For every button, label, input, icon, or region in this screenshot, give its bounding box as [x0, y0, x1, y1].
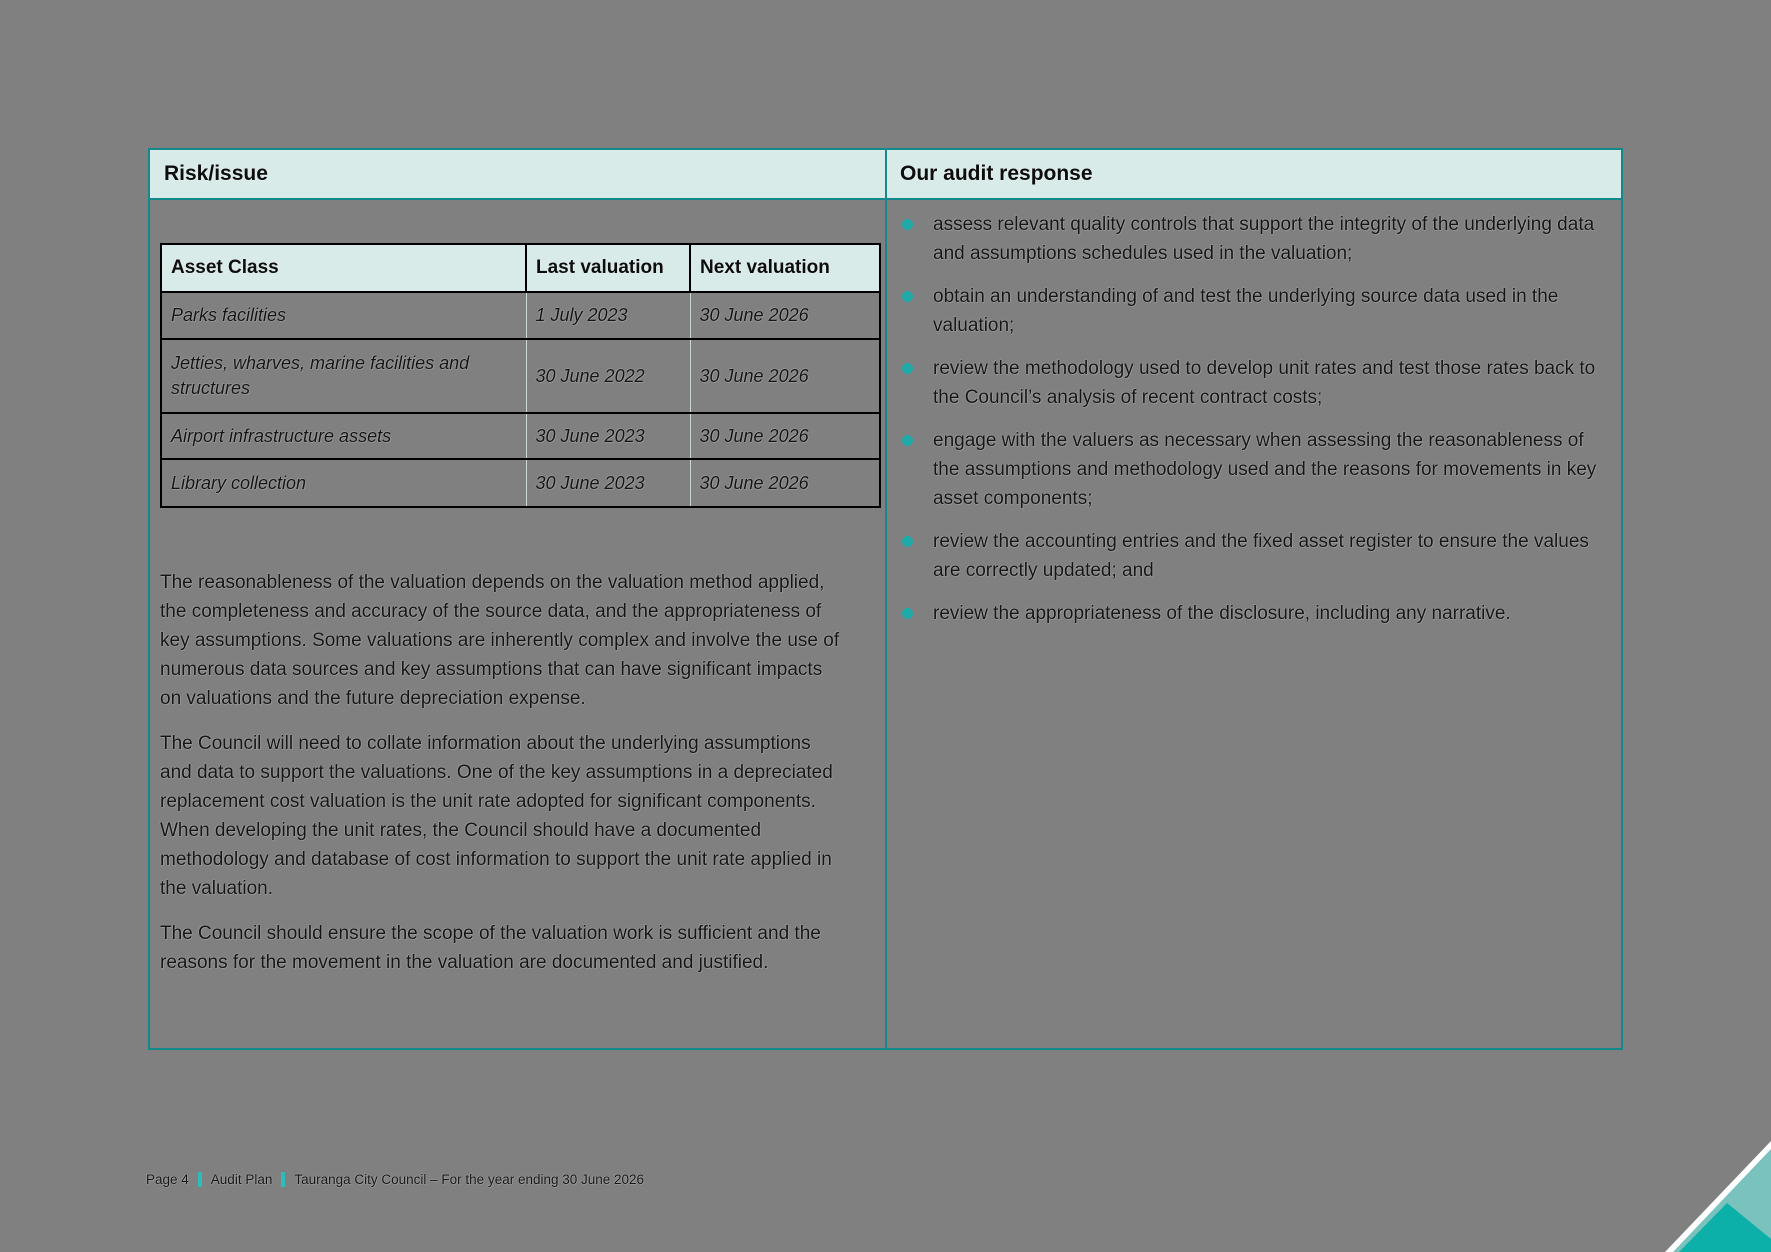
page-footer: Page 4 Audit Plan Tauranga City Council … — [146, 1172, 644, 1187]
list-item: assess relevant quality controls that su… — [899, 210, 1607, 268]
column-header-next-valuation: Next valuation — [689, 243, 881, 293]
cell-next-valuation: 30 June 2026 — [689, 338, 881, 414]
cell-asset-class: Airport infrastructure assets — [160, 412, 527, 460]
risk-response-body-row: Asset Class Last valuation Next valuatio… — [150, 200, 1621, 1050]
audit-response-header: Our audit response — [900, 162, 1093, 185]
table-row: Parks facilities 1 July 2023 30 June 202… — [160, 291, 881, 340]
bullet-icon — [902, 219, 913, 230]
cell-last-valuation: 30 June 2023 — [525, 412, 691, 460]
cell-asset-class: Jetties, wharves, marine facilities and … — [160, 338, 527, 414]
corner-triangle-decoration — [1665, 1141, 1771, 1252]
footer-page-number: Page 4 — [146, 1172, 189, 1187]
cell-next-valuation: 30 June 2026 — [689, 412, 881, 460]
footer-separator-icon — [281, 1172, 286, 1187]
list-item: review the appropriateness of the disclo… — [899, 599, 1607, 628]
bullet-icon — [902, 435, 913, 446]
bullet-icon — [902, 363, 913, 374]
list-item: review the accounting entries and the fi… — [899, 527, 1607, 585]
list-item: obtain an understanding of and test the … — [899, 282, 1607, 340]
cell-asset-class: Library collection — [160, 458, 527, 508]
risk-response-header-row: Risk/issue Our audit response — [150, 150, 1621, 200]
table-row: Airport infrastructure assets 30 June 20… — [160, 412, 881, 460]
footer-doc-title: Audit Plan — [210, 1172, 273, 1187]
cell-last-valuation: 30 June 2022 — [525, 338, 691, 414]
cell-next-valuation: 30 June 2026 — [689, 458, 881, 508]
risk-paragraph-2: The Council will need to collate informa… — [160, 733, 833, 899]
risk-issue-cell: Asset Class Last valuation Next valuatio… — [150, 200, 887, 1050]
cell-next-valuation: 30 June 2026 — [689, 291, 881, 340]
cell-last-valuation: 30 June 2023 — [525, 458, 691, 508]
risk-paragraph-1: The reasonableness of the valuation depe… — [160, 572, 840, 709]
audit-response-list: assess relevant quality controls that su… — [899, 210, 1607, 628]
bullet-icon — [902, 291, 913, 302]
table-row: Jetties, wharves, marine facilities and … — [160, 338, 881, 414]
column-header-last-valuation: Last valuation — [525, 243, 691, 293]
column-header-asset-class: Asset Class — [160, 243, 527, 293]
risk-issue-header: Risk/issue — [150, 150, 887, 198]
cell-last-valuation: 1 July 2023 — [525, 291, 691, 340]
risk-response-table: Risk/issue Our audit response Asset Clas… — [148, 148, 1623, 1050]
bullet-icon — [902, 536, 913, 547]
footer-separator-icon — [197, 1172, 202, 1187]
cell-asset-class: Parks facilities — [160, 291, 527, 340]
footer-council-line: Tauranga City Council – For the year end… — [294, 1172, 645, 1187]
risk-paragraph-3: The Council should ensure the scope of t… — [160, 923, 821, 973]
list-item: review the methodology used to develop u… — [899, 354, 1607, 412]
asset-valuation-table: Asset Class Last valuation Next valuatio… — [160, 243, 881, 508]
list-item: engage with the valuers as necessary whe… — [899, 426, 1607, 513]
asset-table-header-row: Asset Class Last valuation Next valuatio… — [160, 243, 881, 293]
table-row: Library collection 30 June 2023 30 June … — [160, 458, 881, 508]
audit-response-cell: assess relevant quality controls that su… — [887, 200, 1621, 1050]
bullet-icon — [902, 608, 913, 619]
